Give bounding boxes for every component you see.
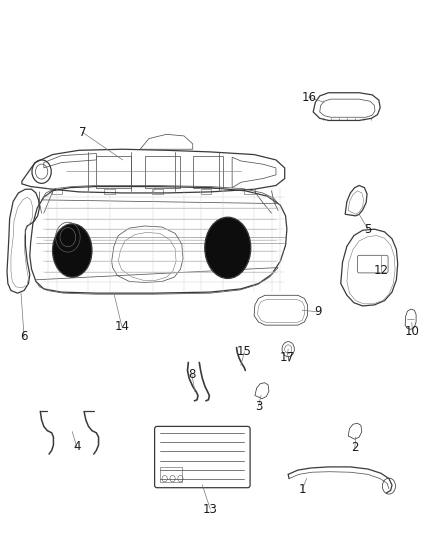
Bar	[193, 156, 223, 188]
Text: 14: 14	[114, 320, 129, 333]
Bar	[152, 189, 163, 194]
Bar	[52, 189, 62, 194]
Text: 16: 16	[301, 91, 316, 103]
Text: 3: 3	[255, 400, 262, 413]
Text: 12: 12	[374, 264, 389, 277]
Bar	[160, 467, 182, 482]
Text: 8: 8	[188, 368, 195, 381]
Text: 2: 2	[351, 441, 359, 454]
Bar	[96, 156, 131, 188]
Ellipse shape	[205, 217, 251, 278]
Text: 9: 9	[314, 305, 321, 318]
Text: 10: 10	[405, 325, 420, 338]
Text: 4: 4	[73, 440, 81, 453]
Ellipse shape	[53, 224, 92, 277]
Text: 7: 7	[78, 126, 86, 139]
Text: 6: 6	[20, 330, 28, 343]
Bar	[104, 189, 115, 194]
Text: 15: 15	[237, 345, 252, 358]
Bar	[244, 189, 255, 194]
Text: 17: 17	[279, 351, 294, 364]
Text: 1: 1	[298, 483, 306, 496]
Text: 13: 13	[203, 503, 218, 515]
Bar	[145, 156, 180, 188]
Text: 5: 5	[364, 223, 371, 236]
Bar	[201, 189, 211, 194]
